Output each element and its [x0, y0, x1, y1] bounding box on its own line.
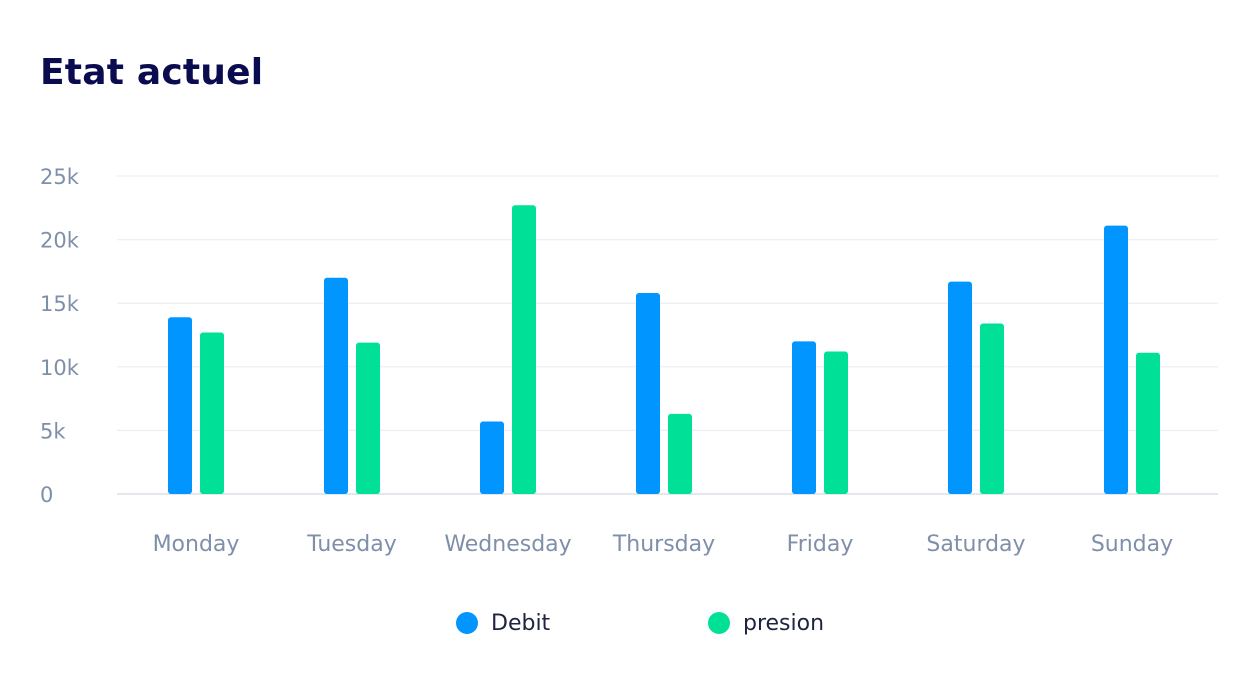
- x-tick-label: Sunday: [1091, 532, 1173, 557]
- bar-debit-sunday[interactable]: [1104, 225, 1128, 494]
- bar-debit-monday[interactable]: [168, 317, 192, 494]
- x-tick-label: Tuesday: [306, 532, 397, 557]
- x-axis-labels: Monday Tuesday Wednesday Thursday Friday Satu…: [153, 532, 1174, 557]
- x-tick-label: Friday: [787, 532, 854, 557]
- y-tick-label: 10k: [40, 356, 80, 380]
- chart-legend: Debit presion: [0, 606, 1258, 640]
- x-tick-label: Monday: [153, 532, 240, 557]
- y-axis-ticks: 0 5k 10k 15k 20k 25k: [40, 165, 80, 507]
- bar-presion-tuesday[interactable]: [356, 342, 380, 494]
- bar-presion-sunday[interactable]: [1136, 352, 1160, 494]
- bar-debit-thursday[interactable]: [636, 293, 660, 494]
- y-tick-label: 0: [40, 483, 53, 507]
- y-tick-label: 20k: [40, 229, 80, 253]
- bar-debit-friday[interactable]: [792, 341, 816, 494]
- legend-item-presion[interactable]: presion: [708, 606, 824, 640]
- chart-title: Etat actuel: [40, 52, 264, 93]
- grid-lines: [117, 175, 1218, 495]
- bar-presion-saturday[interactable]: [980, 323, 1004, 494]
- legend-label: presion: [743, 610, 825, 636]
- legend-item-debit[interactable]: Debit: [456, 606, 550, 640]
- bar-debit-tuesday[interactable]: [324, 277, 348, 494]
- x-tick-label: Thursday: [612, 532, 715, 557]
- legend-dot-icon: [708, 612, 730, 634]
- y-tick-label: 25k: [40, 165, 80, 189]
- bar-presion-wednesday[interactable]: [512, 205, 536, 495]
- x-tick-label: Wednesday: [444, 532, 571, 557]
- y-tick-label: 5k: [40, 419, 66, 443]
- bar-debit-wednesday[interactable]: [480, 421, 504, 494]
- x-tick-label: Saturday: [926, 532, 1025, 557]
- bar-presion-thursday[interactable]: [668, 413, 692, 494]
- bar-debit-saturday[interactable]: [948, 281, 972, 494]
- y-tick-label: 15k: [40, 292, 80, 316]
- bar-chart: 0 5k 10k 15k 20k 25k Monday Tuesday Wednesday Th…: [40, 165, 1218, 557]
- legend-dot-icon: [456, 612, 478, 634]
- bar-presion-friday[interactable]: [824, 351, 848, 494]
- bar-presion-monday[interactable]: [200, 332, 224, 494]
- legend-label: Debit: [491, 610, 551, 636]
- bars: [168, 205, 1160, 495]
